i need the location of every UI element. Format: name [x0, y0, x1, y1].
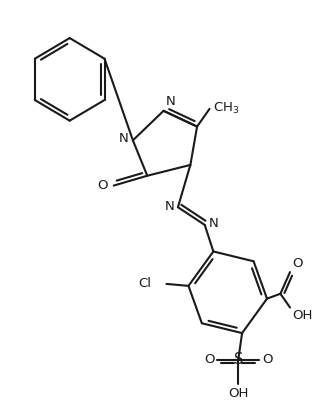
Text: CH$_3$: CH$_3$: [213, 101, 240, 116]
Text: Cl: Cl: [138, 277, 151, 291]
Text: N: N: [209, 218, 218, 231]
Text: OH: OH: [228, 387, 249, 400]
Text: O: O: [292, 257, 302, 270]
Text: OH: OH: [292, 310, 312, 322]
Text: N: N: [165, 95, 175, 108]
Text: S: S: [234, 352, 243, 367]
Text: N: N: [118, 132, 128, 145]
Text: O: O: [262, 353, 273, 366]
Text: O: O: [97, 179, 108, 192]
Text: O: O: [204, 353, 214, 366]
Text: N: N: [164, 200, 174, 213]
